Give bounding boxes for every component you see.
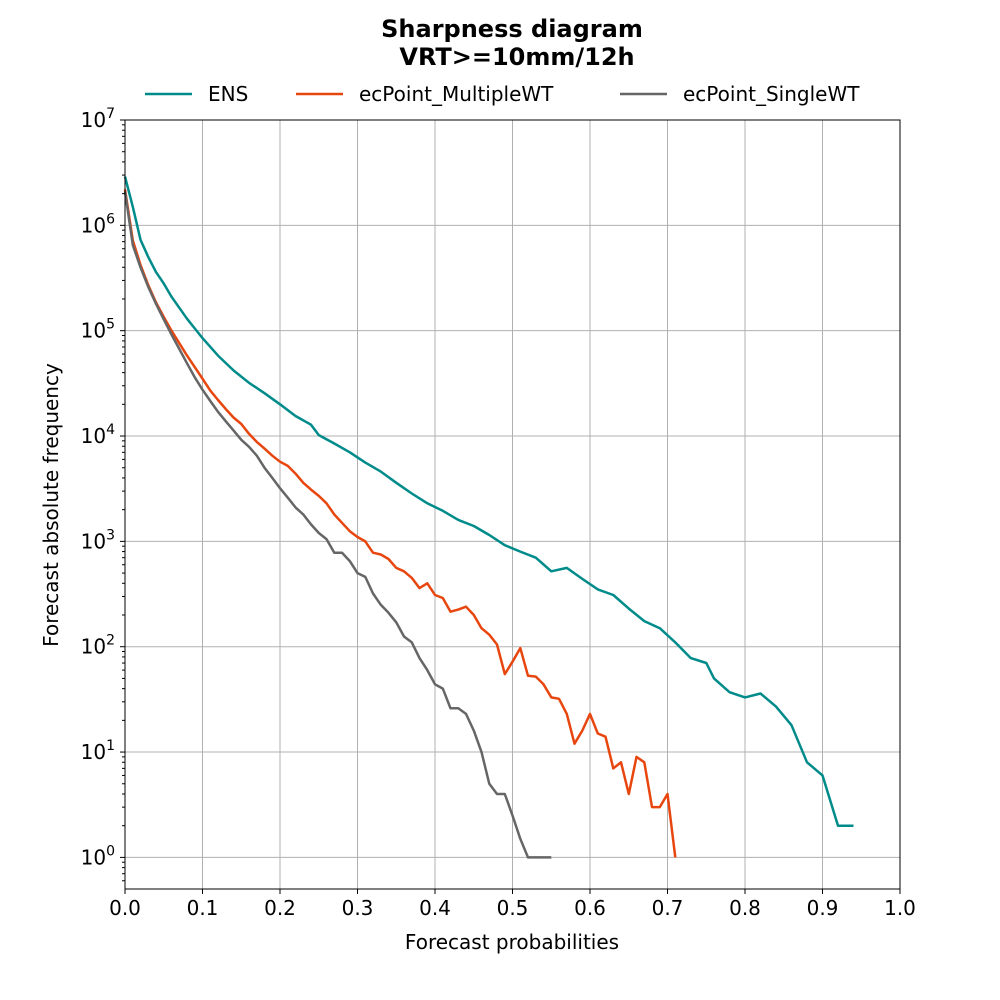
y-tick-label: 101 — [81, 738, 115, 764]
chart-subtitle: VRT>=10mm/12h — [399, 43, 634, 71]
legend: ENS ecPoint_MultipleWT ecPoint_SingleWT — [145, 82, 860, 106]
y-tick-label: 107 — [81, 106, 115, 132]
y-axis-ticks: 100 101 102 103 104 105 106 107 — [81, 106, 125, 882]
x-tick-label: 0.9 — [807, 896, 839, 920]
series-line-3 — [123, 191, 552, 859]
x-axis-ticks: 0.0 0.1 0.2 0.3 0.4 0.5 0.6 0.7 0.8 0.9 1.0 — [109, 889, 916, 920]
x-tick-label: 0.5 — [497, 896, 529, 920]
x-tick-label: 0.2 — [264, 896, 296, 920]
x-tick-label: 0.7 — [652, 896, 684, 920]
legend-label: ecPoint_MultipleWT — [359, 82, 554, 106]
series-lines — [123, 176, 854, 859]
y-tick-label: 102 — [81, 633, 115, 659]
series-line-1 — [123, 176, 854, 827]
x-tick-label: 0.3 — [342, 896, 374, 920]
series-line-2 — [123, 189, 677, 858]
x-tick-label: 1.0 — [884, 896, 916, 920]
y-tick-label: 103 — [81, 527, 115, 553]
y-axis-label: Forecast absolute frequency — [39, 363, 63, 647]
x-tick-label: 0.8 — [729, 896, 761, 920]
legend-label: ecPoint_SingleWT — [683, 82, 860, 106]
x-tick-label: 0.1 — [187, 896, 219, 920]
grid-lines — [125, 120, 900, 889]
y-tick-label: 106 — [81, 211, 115, 237]
legend-label: ENS — [208, 82, 248, 106]
x-axis-label: Forecast probabilities — [405, 930, 619, 954]
y-tick-label: 105 — [81, 317, 115, 343]
x-tick-label: 0.6 — [574, 896, 606, 920]
x-tick-label: 0.4 — [419, 896, 451, 920]
y-tick-label: 104 — [81, 422, 115, 448]
y-tick-label: 100 — [81, 843, 115, 869]
x-tick-label: 0.0 — [109, 896, 141, 920]
chart-title: Sharpness diagram — [381, 15, 643, 43]
